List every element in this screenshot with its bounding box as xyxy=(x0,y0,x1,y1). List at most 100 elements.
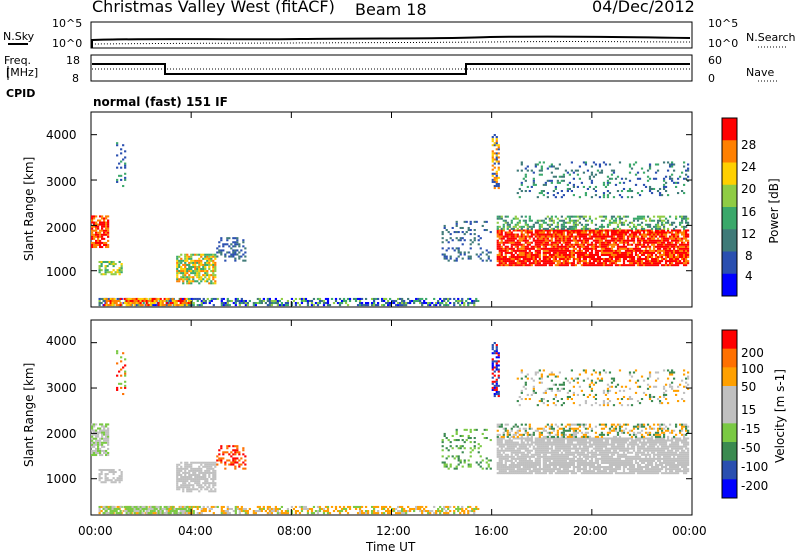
power-cell xyxy=(576,262,580,265)
power-cell xyxy=(638,233,642,236)
velocity-cell xyxy=(556,459,559,462)
power-cell xyxy=(190,280,193,283)
velocity-cell xyxy=(186,465,189,468)
power-cell xyxy=(608,181,612,184)
velocity-cell xyxy=(554,472,557,475)
power-cell xyxy=(106,269,109,272)
power-cell xyxy=(157,302,160,305)
velocity-cell xyxy=(506,449,509,452)
power-cell xyxy=(648,229,652,232)
power-cell xyxy=(606,239,610,242)
velocity-cell xyxy=(469,465,472,468)
power-cell xyxy=(650,192,654,195)
power-cell xyxy=(469,255,472,258)
velocity-cell xyxy=(558,455,561,458)
velocity-cell xyxy=(220,459,223,462)
power-cell xyxy=(578,253,582,256)
power-cell xyxy=(628,190,632,193)
power-cell xyxy=(620,217,624,220)
power-cell xyxy=(648,177,652,180)
velocity-cell xyxy=(236,505,239,508)
power-cell xyxy=(594,217,598,220)
power-cell xyxy=(500,231,503,234)
power-cell xyxy=(161,304,164,307)
power-cell xyxy=(652,245,656,248)
velocity-cell xyxy=(530,441,533,444)
power-cell xyxy=(194,268,197,271)
power-cell xyxy=(372,297,376,300)
power-cell xyxy=(198,253,201,256)
power-cell xyxy=(622,221,626,224)
velocity-cell xyxy=(526,455,529,458)
velocity-cell xyxy=(459,512,462,515)
velocity-cell xyxy=(107,441,110,444)
power-cell xyxy=(125,304,128,307)
power-cell xyxy=(648,223,652,226)
power-cell xyxy=(584,219,588,222)
power-cell xyxy=(510,241,513,244)
velocity-cell xyxy=(99,443,102,446)
power-cell xyxy=(566,247,569,250)
velocity-cell xyxy=(522,466,525,469)
velocity-cell xyxy=(234,445,237,448)
power-cell xyxy=(554,260,557,263)
power-cell xyxy=(612,215,616,218)
power-cell xyxy=(226,304,229,307)
velocity-cell xyxy=(163,512,166,515)
power-cell xyxy=(588,233,592,236)
velocity-cell xyxy=(168,507,171,511)
velocity-cell xyxy=(145,507,148,511)
velocity-cell xyxy=(176,486,179,489)
power-cell xyxy=(508,251,511,254)
power-cell xyxy=(502,237,505,240)
p1-ytick-3000: 3000 xyxy=(46,175,77,189)
power-cell xyxy=(110,271,113,274)
power-cell xyxy=(562,175,565,178)
power-cell xyxy=(600,237,604,240)
power-cell xyxy=(656,163,660,166)
power-cell xyxy=(546,262,549,265)
velocity-cell xyxy=(118,475,121,478)
power-cell xyxy=(660,255,664,259)
power-cell xyxy=(614,264,618,267)
power-cell xyxy=(228,299,231,303)
velocity-cell xyxy=(508,443,511,446)
power-cell xyxy=(155,299,158,303)
power-cell xyxy=(558,251,561,254)
power-cell xyxy=(409,302,412,305)
power-cell xyxy=(238,302,241,305)
power-cell xyxy=(634,251,638,254)
velocity-cell xyxy=(520,443,523,446)
power-cell xyxy=(580,251,584,254)
velocity-cell xyxy=(159,505,162,508)
power-cell xyxy=(680,171,684,174)
power-cell xyxy=(516,221,519,224)
power-cell xyxy=(666,161,670,164)
power-cell xyxy=(498,251,501,254)
power-cell xyxy=(602,247,606,250)
power-cell xyxy=(477,239,480,242)
power-cell xyxy=(188,280,191,283)
power-cell xyxy=(558,229,561,232)
power-cell xyxy=(502,219,505,222)
power-cell xyxy=(212,268,215,271)
velocity-cell xyxy=(528,451,531,454)
power-cell xyxy=(556,251,559,254)
power-cell xyxy=(608,258,612,261)
power-cell xyxy=(171,297,174,300)
power-cell xyxy=(546,227,549,230)
power-cell xyxy=(520,227,523,230)
power-cell xyxy=(658,245,662,248)
velocity-cell xyxy=(204,476,207,479)
power-cell xyxy=(586,262,590,265)
power-cell xyxy=(682,177,686,180)
power-cell xyxy=(618,233,622,236)
velocity-cell xyxy=(558,439,561,442)
velocity-cell xyxy=(161,512,164,515)
velocity-cell xyxy=(441,445,444,448)
power-cell xyxy=(534,264,537,267)
power-cell xyxy=(125,302,128,305)
velocity-cell xyxy=(270,512,273,515)
velocity-cell xyxy=(212,467,215,470)
power-cell xyxy=(562,237,565,240)
